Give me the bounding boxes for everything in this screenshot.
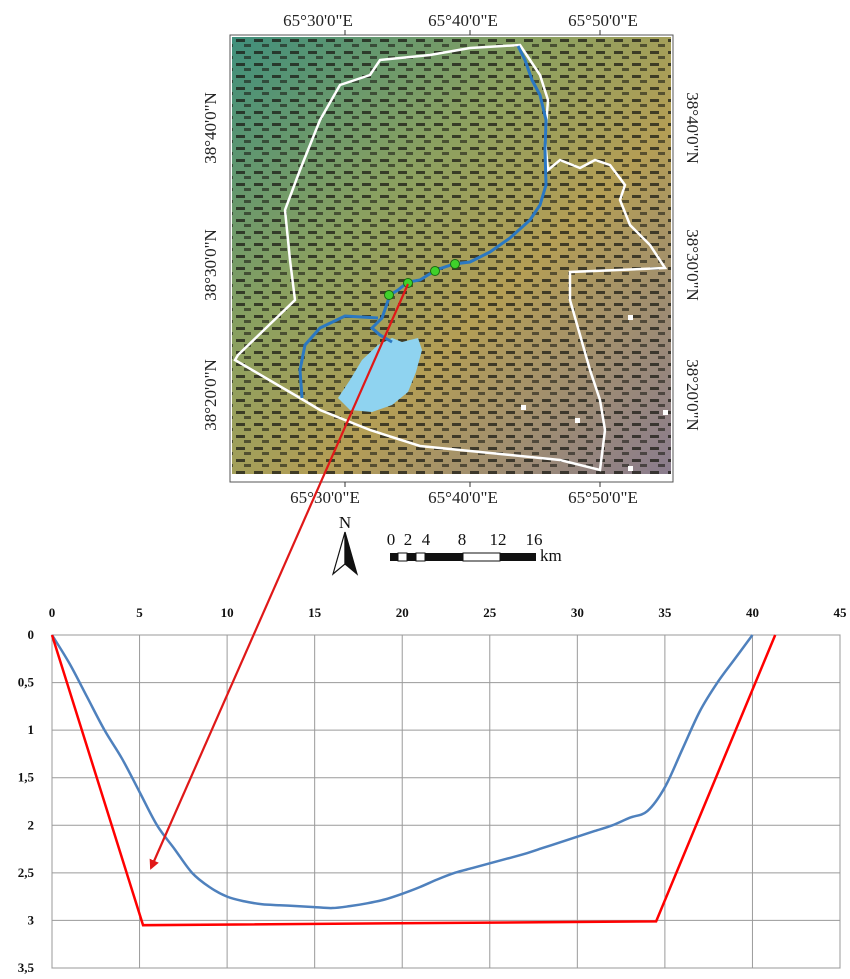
lat-label-left: 38°40'0"N <box>201 92 220 164</box>
x-tick-label: 30 <box>571 605 584 620</box>
x-tick-label: 10 <box>221 605 234 620</box>
gauge-point <box>430 266 440 276</box>
lat-label-left: 38°30'0"N <box>201 229 220 301</box>
white-marker <box>575 418 580 423</box>
lat-label-right: 38°20'0"N <box>683 359 702 431</box>
connector-arrow <box>149 283 410 870</box>
y-tick-label: 2 <box>28 817 35 832</box>
river-main <box>369 45 548 344</box>
x-tick-label: 45 <box>834 605 848 620</box>
scale-tick-label: 4 <box>422 530 431 549</box>
gauge-point <box>384 290 394 300</box>
x-tick-label: 25 <box>483 605 497 620</box>
white-marker <box>628 466 633 471</box>
lon-label-bottom: 65°30'0"E <box>290 488 360 507</box>
x-tick-label: 5 <box>136 605 143 620</box>
white-marker <box>628 315 633 320</box>
plot-area <box>51 634 841 969</box>
north-arrow-icon: N <box>331 513 359 576</box>
gauge-point <box>403 278 413 288</box>
map-panel: 65°30'0"E 65°40'0"E 65°50'0"E 65°30'0"E … <box>201 11 702 507</box>
x-tick-label: 0 <box>49 605 56 620</box>
scale-tick-label: 8 <box>458 530 467 549</box>
lon-label-bottom: 65°40'0"E <box>428 488 498 507</box>
lon-label-top: 65°50'0"E <box>568 11 638 30</box>
lon-label-top: 65°40'0"E <box>428 11 498 30</box>
scale-unit: km <box>540 546 562 565</box>
terrain-texture <box>232 37 671 474</box>
y-tick-label: 3 <box>28 912 35 927</box>
river-tributary <box>298 314 379 399</box>
y-tick-label: 2,5 <box>18 865 35 880</box>
lon-label-top: 65°30'0"E <box>283 11 353 30</box>
scale-tick-label: 12 <box>490 530 507 549</box>
gauge-point <box>450 259 460 269</box>
scale-bar: 0 2 4 8 12 16 km <box>387 530 562 565</box>
map-tick-marks <box>344 30 601 487</box>
north-label: N <box>339 513 351 532</box>
y-tick-label: 3,5 <box>18 960 35 975</box>
lat-label-right: 38°30'0"N <box>683 229 702 301</box>
y-tick-label: 0 <box>28 627 35 642</box>
x-tick-label: 15 <box>308 605 322 620</box>
depth-profile-chart: 0 5 10 15 20 25 30 35 40 45 0 0,5 1 1,5 2 2,5 3 3,5 <box>18 605 847 975</box>
y-tick-label: 0,5 <box>18 675 35 690</box>
x-tick-label: 20 <box>396 605 409 620</box>
y-tick-label: 1,5 <box>18 770 35 785</box>
lat-label-left: 38°20'0"N <box>201 359 220 431</box>
profile-line-red <box>50 634 777 927</box>
scale-tick-label: 16 <box>526 530 543 549</box>
scale-tick-label: 0 <box>387 530 396 549</box>
white-marker <box>663 410 668 415</box>
x-tick-label: 40 <box>746 605 759 620</box>
x-tick-label: 35 <box>658 605 672 620</box>
y-tick-label: 1 <box>28 722 35 737</box>
white-marker <box>521 405 526 410</box>
profile-line-blue <box>50 634 754 910</box>
basin-boundary <box>233 43 668 472</box>
lat-label-right: 38°40'0"N <box>683 92 702 164</box>
scale-tick-label: 2 <box>404 530 413 549</box>
lon-label-bottom: 65°50'0"E <box>568 488 638 507</box>
